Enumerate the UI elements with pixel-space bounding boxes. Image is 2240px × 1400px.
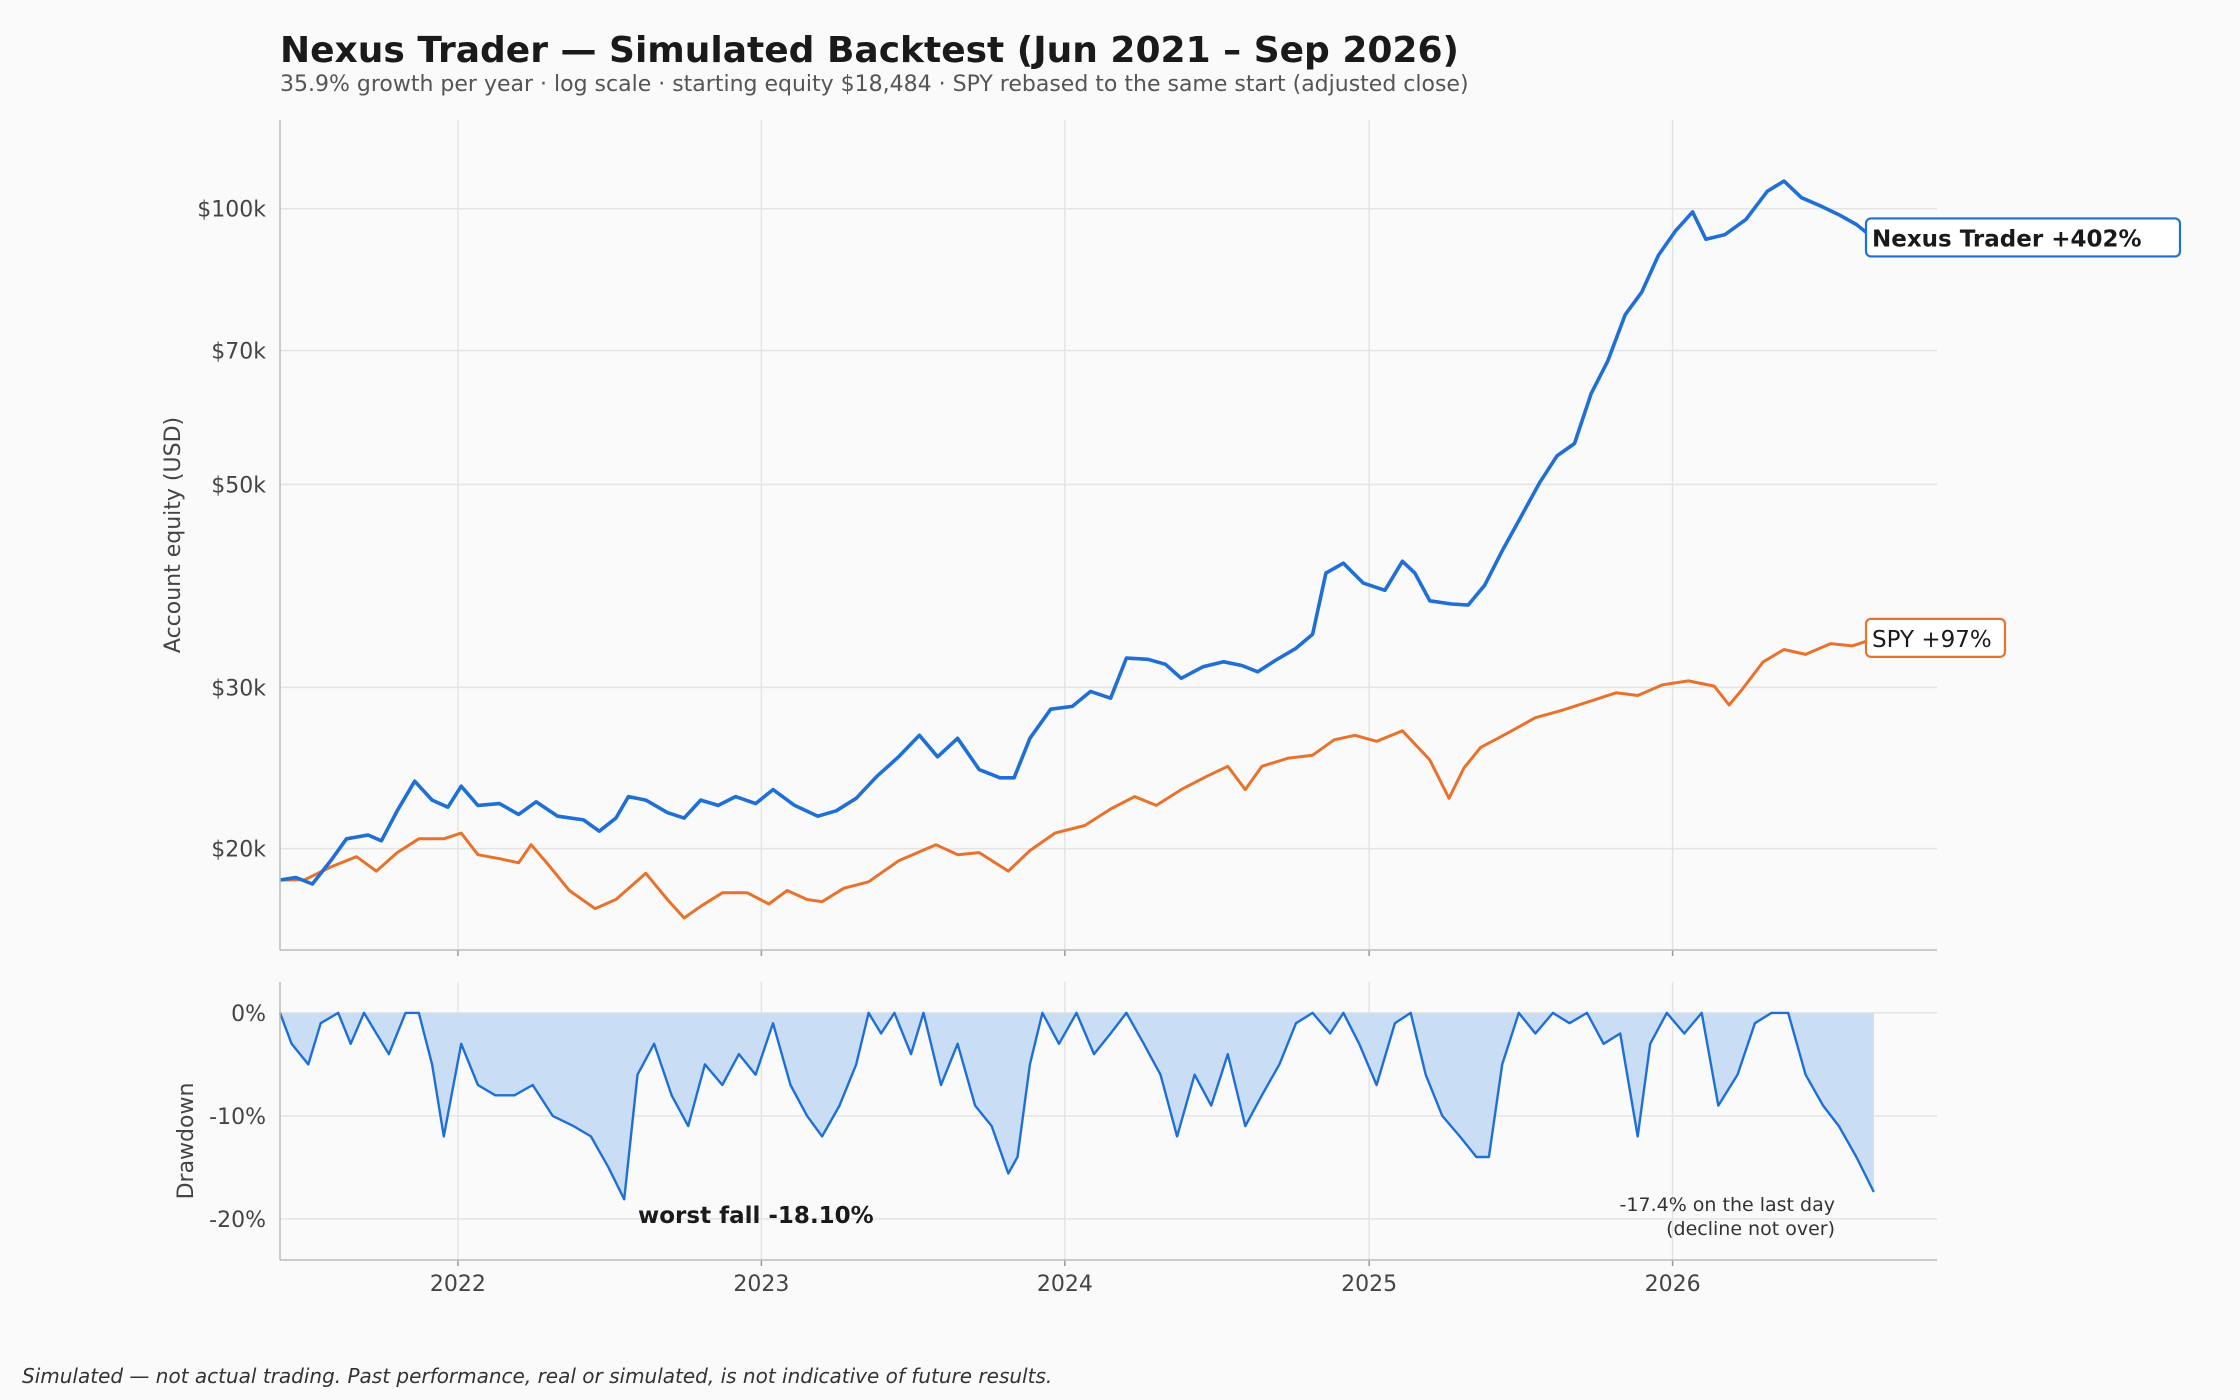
x-tick-label: 2026 (1645, 1272, 1701, 1297)
drawdown-fill (280, 1012, 1874, 1200)
equity-y-tick-label: $30k (211, 676, 266, 701)
drawdown-area (278, 1011, 1875, 1201)
chart-subtitle: 35.9% growth per year · log scale · star… (280, 72, 1469, 97)
equity-y-tick-label: $20k (211, 838, 266, 863)
nexus-trader-line (279, 179, 1875, 886)
drawdown-y-axis-label: Drawdown (174, 1083, 199, 1200)
worst-fall-annotation: worst fall -18.10% (638, 1203, 874, 1229)
end-label-box (1864, 617, 2007, 658)
equity-y-tick-label: $50k (211, 473, 266, 498)
equity-y-tick-label: $70k (211, 340, 266, 365)
equity-y-axis-label: Account equity (USD) (161, 417, 186, 653)
drawdown-line (278, 1011, 1875, 1201)
end-label-text: Nexus Trader +402% (1872, 226, 2142, 252)
x-tick-label: 2023 (733, 1272, 789, 1297)
decline-note-annotation: (decline not over) (1666, 1218, 1835, 1240)
drawdown-axes: 0% -10% -20% 2022 2023 2024 2025 2026 (209, 982, 1937, 1297)
x-tick-label: 2024 (1037, 1272, 1093, 1297)
equity-y-tick-label: $100k (197, 198, 266, 223)
nexus-trader-end-label: Nexus Trader +402% (1864, 217, 2182, 258)
spy-line (279, 637, 1875, 920)
x-tick-label: 2025 (1341, 1272, 1397, 1297)
last-day-annotation: -17.4% on the last day (1620, 1194, 1835, 1216)
drawdown-y-tick-label: 0% (231, 1002, 266, 1027)
end-label-box (1864, 217, 2182, 258)
equity-grid (280, 120, 1937, 950)
series-end-labels: SPY +97% Nexus Trader +402% (1864, 217, 2182, 658)
equity-axes: $20k $30k $50k $70k $100k (197, 120, 1937, 956)
chart-title: Nexus Trader — Simulated Backtest (Jun 2… (280, 30, 1459, 71)
drawdown-y-tick-label: -10% (209, 1105, 266, 1130)
x-tick-label: 2022 (430, 1272, 486, 1297)
end-label-text: SPY +97% (1872, 627, 1992, 653)
drawdown-y-tick-label: -20% (209, 1208, 266, 1233)
disclaimer-footer: Simulated — not actual trading. Past per… (22, 1364, 1052, 1388)
spy-end-label: SPY +97% (1864, 617, 2007, 658)
equity-lines (279, 179, 1875, 920)
